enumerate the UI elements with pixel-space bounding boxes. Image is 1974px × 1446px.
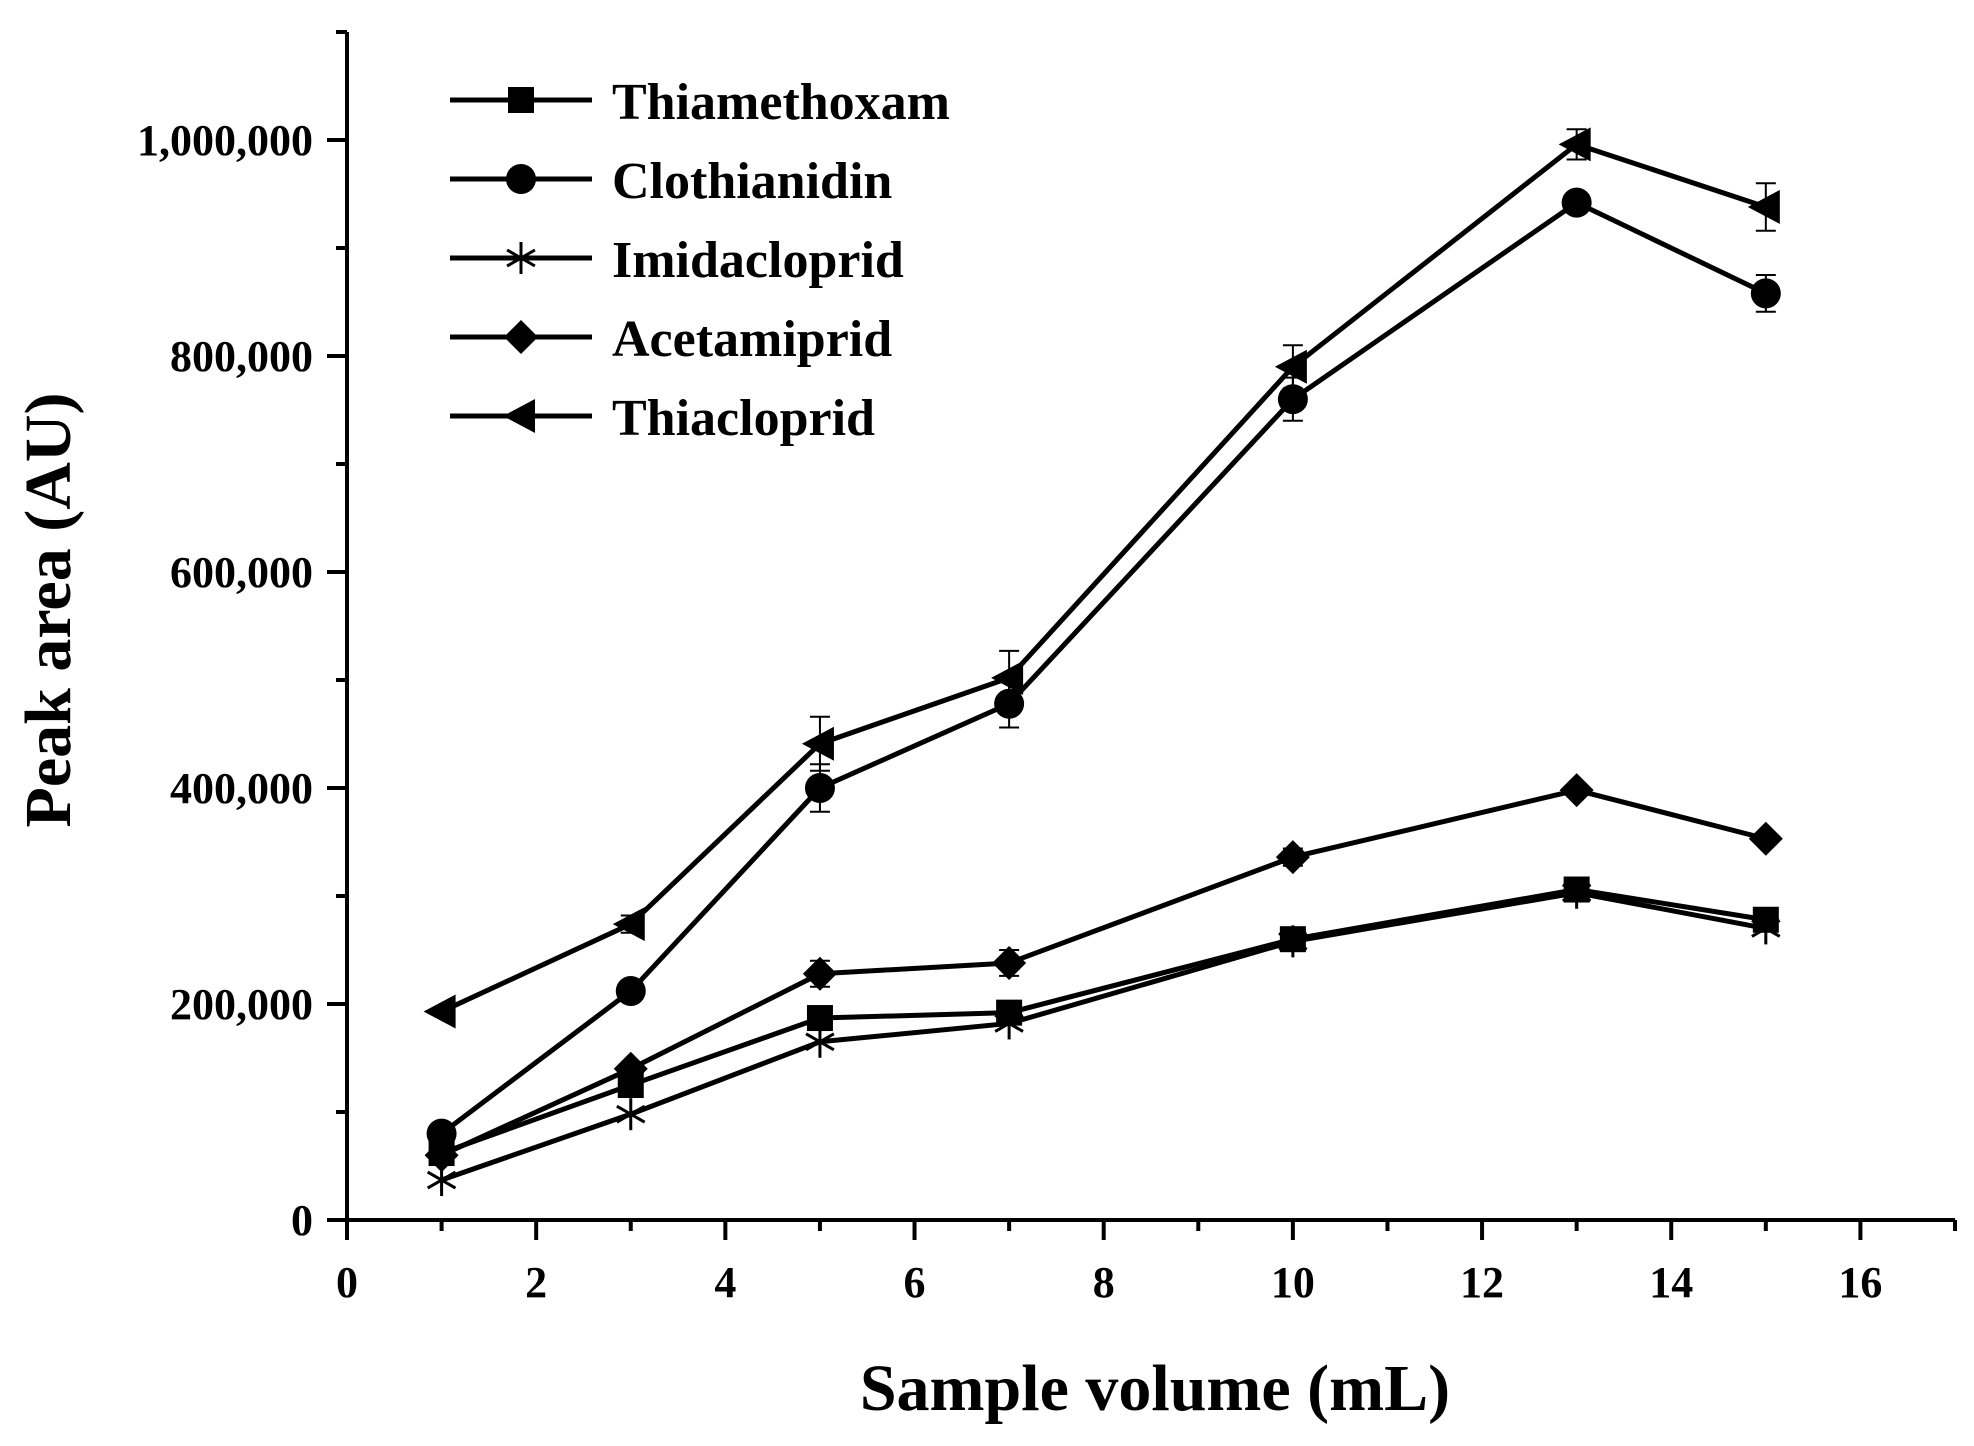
y-tick-label: 400,000	[170, 764, 313, 813]
x-tick-label: 2	[525, 1258, 547, 1307]
axis-ticks: 0 2 4 6 8 10 12 14 16 0 200,000 400,000 600,000 800,0…	[137, 30, 1957, 1307]
data-point-acetamiprid	[992, 945, 1027, 980]
x-axis-title: Sample volume (mL)	[860, 1352, 1450, 1425]
x-tick-label: 16	[1838, 1258, 1882, 1307]
legend-marker	[508, 87, 534, 113]
legend-marker	[503, 399, 535, 433]
legend-label: Imidacloprid	[612, 232, 904, 289]
legend-marker	[504, 320, 538, 354]
data-point-thiacloprid	[1747, 189, 1780, 224]
marker-stroke	[506, 248, 536, 268]
legend-item-imidacloprid: Imidacloprid	[450, 232, 904, 289]
legend-marker	[506, 164, 536, 194]
data-point-clothianidin	[804, 773, 835, 803]
data-point-clothianidin	[1561, 187, 1592, 218]
marker-stroke	[426, 1170, 457, 1190]
legend-item-clothianidin: Clothianidin	[450, 153, 892, 210]
data-point-thiacloprid	[801, 726, 834, 761]
legend-item-thiacloprid: Thiacloprid	[450, 390, 875, 447]
y-tick-label: 0	[291, 1196, 313, 1245]
data-point-imidacloprid	[1278, 925, 1308, 958]
data-point-clothianidin	[1277, 384, 1308, 415]
data-point-thiacloprid	[991, 660, 1024, 695]
series-imidacloprid	[426, 876, 1781, 1197]
data-point-acetamiprid	[613, 1051, 648, 1086]
series-line-acetamiprid	[440, 787, 1767, 1158]
data-point-imidacloprid	[1561, 876, 1592, 909]
x-tick-label: 10	[1271, 1258, 1315, 1307]
data-point-imidacloprid	[616, 1098, 646, 1131]
marker-stroke	[1278, 932, 1308, 951]
x-tick-label: 0	[336, 1258, 358, 1307]
legend: Thiamethoxam Clothianidin Imidacloprid Acet…	[450, 74, 950, 447]
data-point-acetamiprid	[802, 956, 837, 991]
y-tick-label: 800,000	[170, 332, 313, 381]
legend-label: Thiacloprid	[612, 390, 875, 447]
legend-label: Acetamiprid	[612, 311, 892, 368]
data-series	[423, 127, 1783, 1197]
marker-stroke	[1561, 883, 1592, 903]
data-point-clothianidin	[1750, 278, 1781, 309]
y-tick-label: 200,000	[170, 980, 313, 1029]
legend-label: Clothianidin	[612, 153, 892, 210]
series-thiacloprid	[423, 127, 1780, 1029]
data-point-thiacloprid	[612, 907, 645, 942]
data-point-thiacloprid	[1274, 349, 1307, 384]
data-point-thiacloprid	[423, 994, 456, 1029]
y-axis-title: Peak area (AU)	[12, 393, 85, 828]
y-tick-label: 600,000	[170, 548, 313, 597]
data-point-clothianidin	[426, 1118, 457, 1149]
x-tick-label: 8	[1093, 1258, 1115, 1307]
marker-stroke	[616, 1104, 646, 1124]
data-point-acetamiprid	[1275, 840, 1310, 875]
x-tick-label: 14	[1649, 1258, 1693, 1307]
marker-stroke	[1751, 919, 1781, 938]
data-point-acetamiprid	[1748, 821, 1783, 856]
legend-item-thiamethoxam: Thiamethoxam	[450, 74, 950, 131]
x-tick-label: 6	[904, 1258, 926, 1307]
legend-marker	[506, 242, 536, 274]
legend-item-acetamiprid: Acetamiprid	[450, 311, 892, 368]
data-point-acetamiprid	[424, 1138, 459, 1173]
y-tick-label: 1,000,000	[137, 116, 313, 165]
data-point-imidacloprid	[994, 1007, 1024, 1040]
series-acetamiprid	[424, 773, 1783, 1173]
axes	[345, 32, 1955, 1222]
x-tick-label: 4	[714, 1258, 736, 1307]
data-point-imidacloprid	[1751, 912, 1781, 945]
marker-stroke	[994, 1014, 1024, 1033]
legend-label: Thiamethoxam	[612, 74, 950, 131]
marker-stroke	[805, 1032, 835, 1052]
data-point-acetamiprid	[1559, 773, 1594, 808]
data-point-imidacloprid	[805, 1025, 835, 1058]
data-point-clothianidin	[615, 976, 646, 1007]
data-point-thiacloprid	[1558, 127, 1591, 162]
x-tick-label: 12	[1460, 1258, 1504, 1307]
